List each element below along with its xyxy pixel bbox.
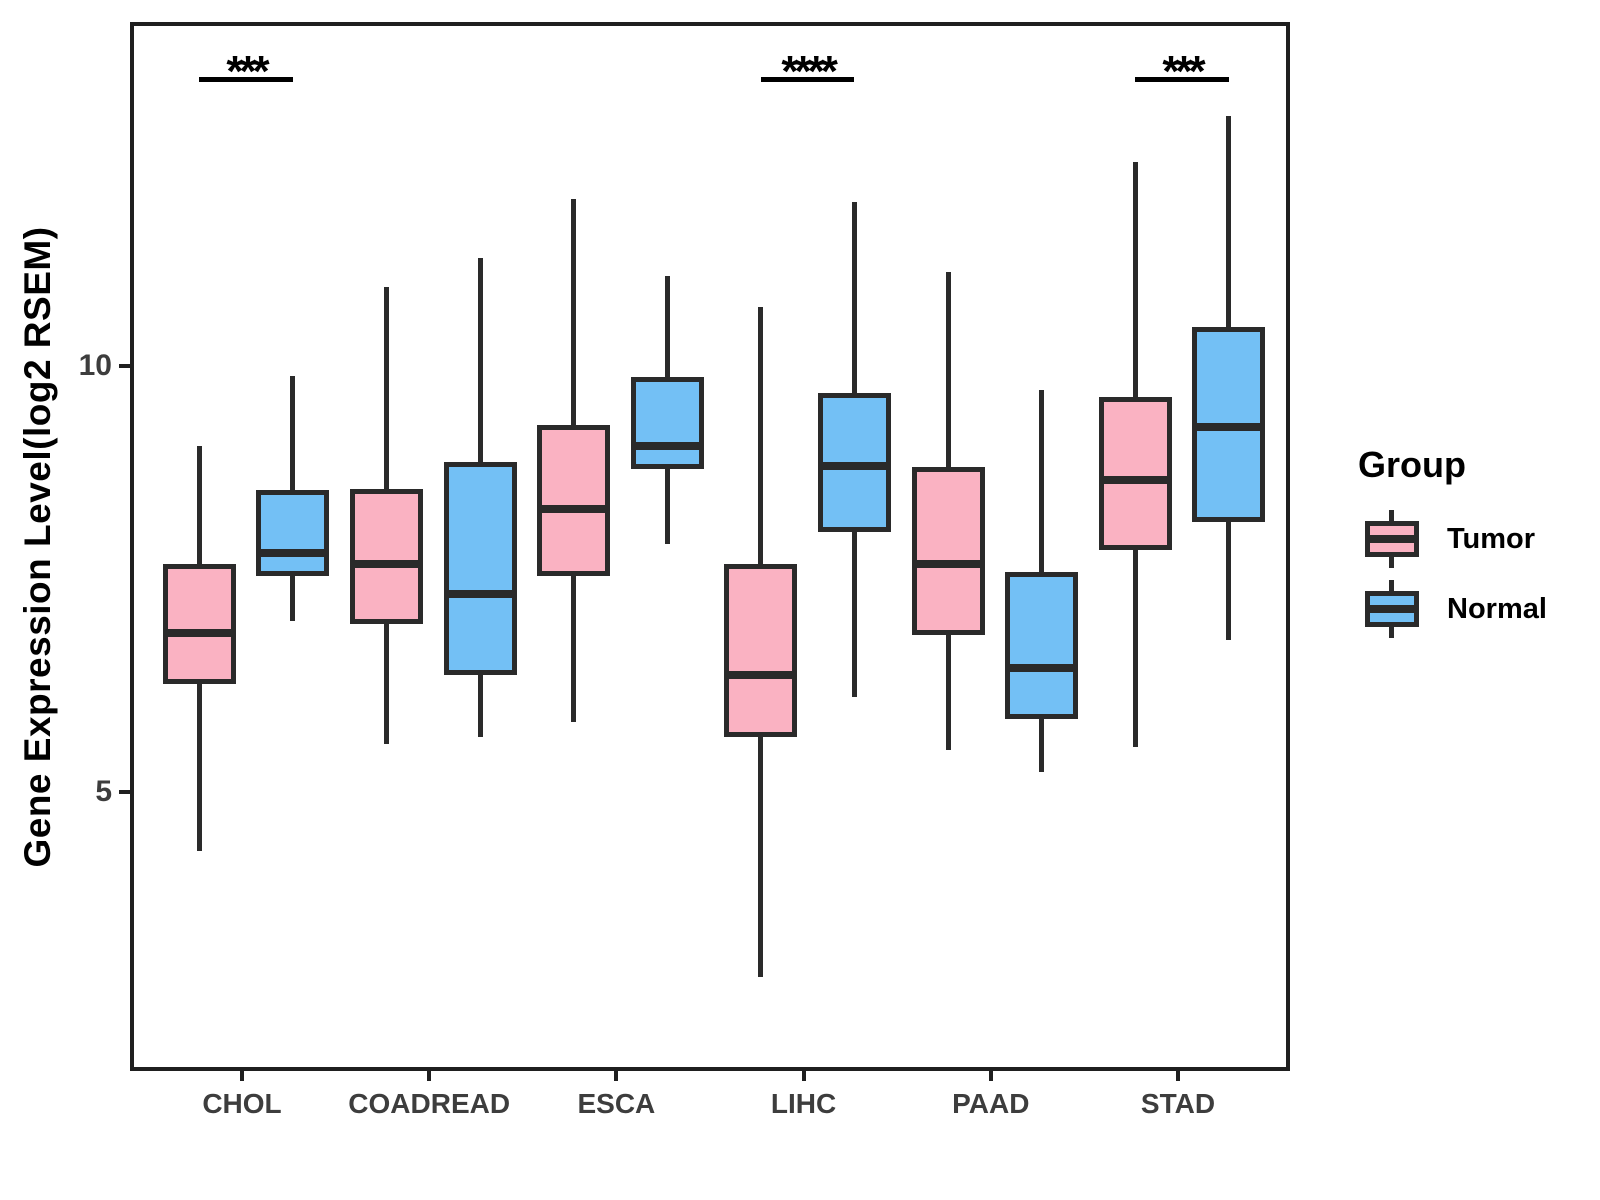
y-axis-title: Gene Expression Level(log2 RSEM) <box>17 226 58 868</box>
median-ESCA-tumor <box>537 504 611 513</box>
y-tick-label-5: 5 <box>95 775 112 808</box>
significance-label-LIHC: **** <box>781 47 838 96</box>
median-COADREAD-normal <box>443 590 517 599</box>
x-tick-mark-LIHC <box>801 1071 806 1081</box>
significance-label-STAD: *** <box>1162 47 1205 96</box>
significance-label-CHOL: *** <box>226 47 269 96</box>
y-tick-mark-5 <box>119 790 130 794</box>
significance-line-CHOL <box>199 77 293 82</box>
box-ESCA-normal <box>630 376 704 469</box>
legend-label-normal: Normal <box>1447 593 1547 625</box>
box-STAD-tumor <box>1098 397 1172 550</box>
x-axis-label-LIHC: LIHC <box>770 1088 837 1119</box>
x-tick-mark-ESCA <box>614 1071 619 1081</box>
median-LIHC-normal <box>817 462 891 471</box>
box-CHOL-tumor <box>162 564 236 685</box>
median-CHOL-normal <box>256 549 330 558</box>
x-tick-mark-COADREAD <box>427 1071 432 1081</box>
legend-label-tumor: Tumor <box>1447 523 1536 555</box>
x-tick-mark-CHOL <box>240 1071 244 1081</box>
median-STAD-normal <box>1192 423 1266 432</box>
box-ESCA-tumor <box>537 425 611 577</box>
plot-panel: *** **** *** <box>130 22 1290 1071</box>
x-tick-mark-PAAD <box>988 1071 993 1081</box>
box-CHOL-normal <box>256 490 330 577</box>
box-LIHC-tumor <box>724 564 798 738</box>
x-axis-label-COADREAD: COADREAD <box>348 1088 511 1119</box>
y-tick-mark-10 <box>119 364 130 368</box>
x-axis-label-PAAD: PAAD <box>952 1088 1030 1119</box>
legend: Group Tumor Normal <box>1330 436 1590 666</box>
median-STAD-tumor <box>1098 475 1172 484</box>
legend-normal-median-icon <box>1365 605 1419 613</box>
significance-line-LIHC <box>760 77 855 82</box>
box-PAAD-normal <box>1005 571 1079 720</box>
median-PAAD-tumor <box>911 560 985 569</box>
median-LIHC-tumor <box>724 671 798 680</box>
x-axis-label-STAD: STAD <box>1140 1088 1216 1119</box>
median-COADREAD-tumor <box>349 560 423 569</box>
legend-tumor-median-icon <box>1365 535 1419 543</box>
median-PAAD-normal <box>1005 664 1079 673</box>
median-CHOL-tumor <box>162 629 236 638</box>
significance-line-STAD <box>1135 77 1229 82</box>
x-axis-label-ESCA: ESCA <box>577 1088 656 1119</box>
box-PAAD-tumor <box>911 467 985 635</box>
x-axis-label-CHOL: CHOL <box>202 1088 282 1119</box>
median-ESCA-normal <box>630 441 704 450</box>
box-COADREAD-tumor <box>349 489 423 624</box>
box-COADREAD-normal <box>443 462 517 676</box>
legend-title: Group <box>1358 444 1466 485</box>
legend-key-tumor <box>1365 510 1419 568</box>
x-tick-mark-STAD <box>1176 1071 1180 1081</box>
y-tick-label-10: 10 <box>78 349 112 382</box>
legend-key-normal <box>1365 580 1419 638</box>
